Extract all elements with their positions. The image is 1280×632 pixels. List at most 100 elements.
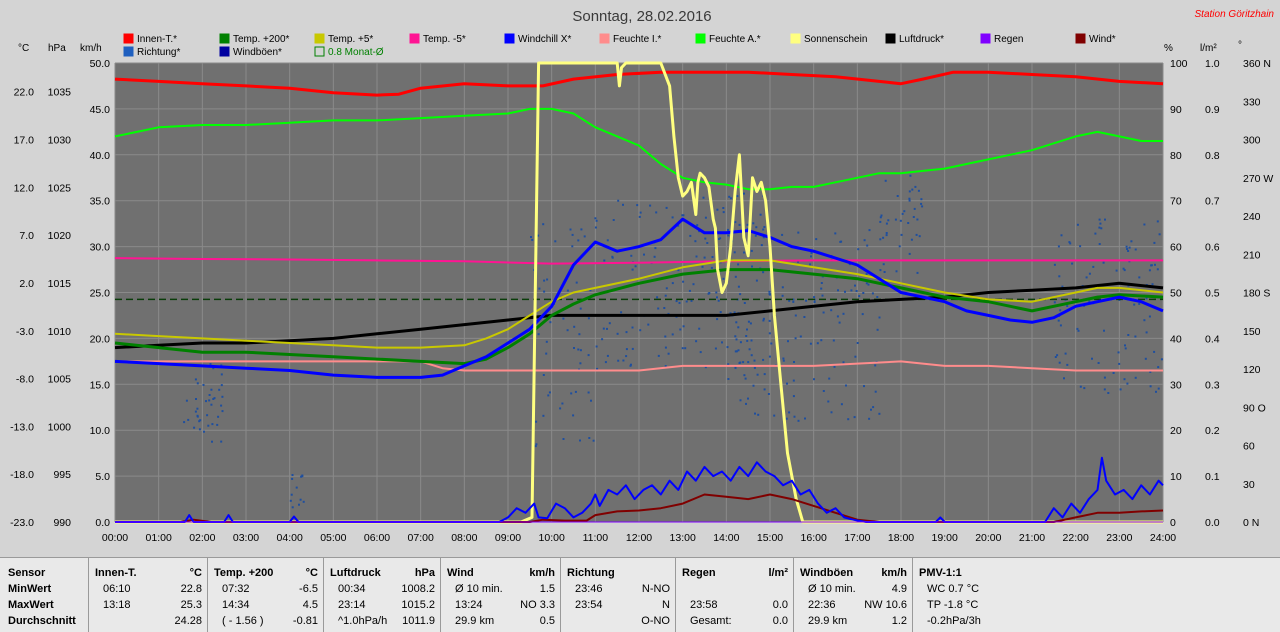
direction-point	[703, 256, 706, 259]
wind-tick-7: 15.0	[90, 379, 111, 391]
stats-separator	[793, 558, 794, 632]
direction-point	[837, 289, 839, 292]
series-feuchte-a	[114, 107, 1163, 191]
direction-point	[751, 265, 753, 268]
direction-point	[743, 192, 745, 195]
direction-point	[295, 486, 298, 489]
direction-point	[638, 215, 641, 218]
direction-point	[726, 346, 729, 349]
direction-point	[880, 214, 883, 217]
direction-point	[601, 338, 604, 341]
direction-point	[1100, 227, 1103, 230]
direction-point	[866, 244, 869, 247]
direction-point	[208, 399, 211, 402]
x-tick-22: 22:00	[1063, 532, 1089, 544]
direction-point	[595, 219, 598, 222]
stat-label: WC 0.7 °C	[927, 583, 980, 595]
direction-point	[1143, 319, 1146, 322]
direction-point	[863, 385, 865, 388]
direction-point	[1091, 357, 1093, 360]
direction-point	[654, 247, 657, 250]
direction-point	[682, 280, 685, 283]
direction-point	[737, 263, 740, 266]
percent-tick-10: 0	[1170, 517, 1176, 529]
direction-point	[803, 316, 806, 318]
percent-tick-1: 90	[1170, 104, 1182, 116]
x-tick-23: 23:00	[1106, 532, 1132, 544]
temp-tick-6: -8.0	[16, 374, 34, 386]
stat-value: l/m²	[768, 567, 788, 579]
direction-point	[196, 414, 199, 417]
direction-point	[630, 363, 632, 366]
x-tick-7: 07:00	[408, 532, 434, 544]
wind-tick-2: 40.0	[90, 150, 111, 162]
direction-point	[838, 321, 841, 324]
direction-point	[572, 414, 575, 417]
direction-point	[1148, 315, 1151, 318]
stat-value: 1.5	[539, 583, 555, 595]
direction-point	[752, 384, 755, 387]
direction-point	[847, 418, 850, 421]
direction-point	[746, 227, 749, 230]
direction-point	[1094, 232, 1097, 235]
direction-point	[590, 399, 592, 402]
direction-point	[530, 236, 532, 238]
direction-point	[855, 290, 858, 292]
direction-point	[762, 271, 765, 274]
direction-point	[212, 398, 215, 400]
direction-point	[750, 339, 753, 342]
x-tick-24: 24:00	[1150, 532, 1176, 544]
direction-point	[1157, 366, 1160, 369]
direction-point	[535, 443, 538, 446]
series-wind	[115, 493, 1164, 523]
direction-point	[1133, 303, 1136, 306]
direction-point	[854, 355, 857, 358]
direction-point	[653, 255, 656, 258]
direction-point	[861, 313, 864, 316]
direction-point	[1134, 376, 1137, 379]
direction-point	[210, 388, 213, 391]
direction-point	[1066, 363, 1069, 366]
direction-point	[879, 216, 882, 219]
stats-section-windb-en: Windböen km/h Ø 10 min. 4.9 22:36 NW 10.6 29.9…	[794, 558, 913, 632]
direction-point	[834, 232, 837, 235]
direction-point	[788, 299, 791, 302]
direction-point	[643, 253, 645, 256]
direction-point	[746, 223, 749, 226]
stat-label: 06:10	[103, 583, 131, 595]
legend-label-temp-5: Temp. -5*	[423, 34, 466, 45]
direction-point	[1126, 382, 1129, 385]
direction-point	[583, 235, 586, 238]
direction-point	[716, 208, 719, 211]
x-tick-21: 21:00	[1019, 532, 1045, 544]
series-luftdruck	[114, 281, 1164, 350]
direction-point	[727, 378, 730, 380]
direction-point	[594, 217, 597, 220]
direction-point	[871, 292, 874, 295]
direction-point	[221, 410, 224, 413]
direction-point	[749, 322, 752, 325]
direction-point	[762, 358, 765, 361]
direction-point	[879, 220, 882, 223]
stat-label: Ø 10 min.	[808, 583, 856, 595]
wind-tick-5: 25.0	[90, 288, 111, 300]
pressure-tick-9: 990	[53, 517, 71, 529]
direction-point	[863, 239, 866, 242]
percent-tick-3: 70	[1170, 196, 1182, 208]
direction-point	[702, 196, 705, 199]
direction-point	[1150, 264, 1153, 267]
direction-point	[1063, 377, 1065, 380]
x-tick-8: 08:00	[451, 532, 477, 544]
stat-label: 22:36	[808, 599, 836, 611]
direction-point	[631, 347, 634, 350]
direction-point	[856, 342, 859, 344]
direction-point	[220, 404, 223, 407]
direction-point	[587, 354, 590, 357]
direction-point	[589, 289, 592, 292]
stat-label: Gesamt:	[690, 615, 732, 627]
direction-tick-5: 210	[1243, 249, 1261, 261]
legend-swatch-feuchte-i	[599, 33, 610, 44]
direction-point	[865, 273, 868, 275]
direction-point	[767, 393, 770, 395]
direction-point	[901, 212, 904, 215]
